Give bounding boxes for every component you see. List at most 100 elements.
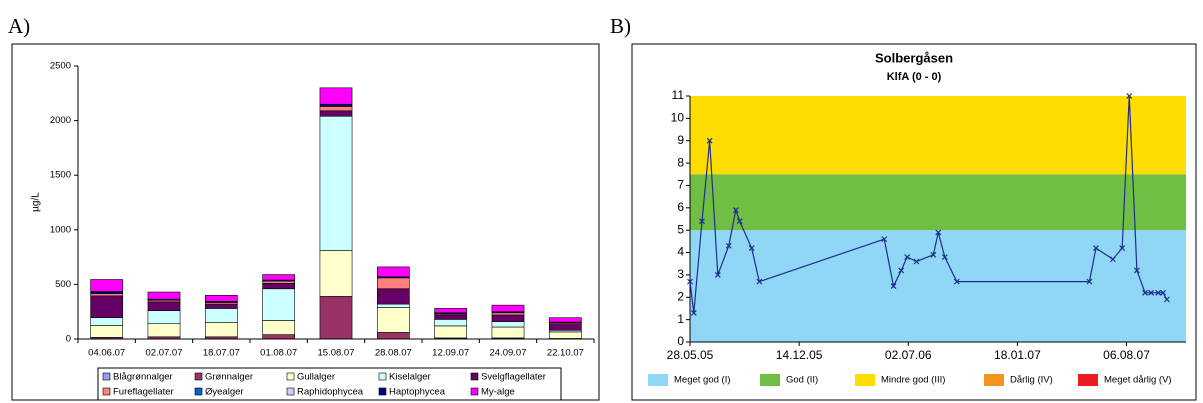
class-band: [690, 96, 1186, 175]
legend-swatch: [648, 374, 668, 386]
data-point: [935, 229, 942, 236]
bar-segment: [491, 321, 525, 328]
data-point: [930, 251, 937, 258]
x-tick-label: 14.12.05: [776, 348, 823, 362]
bar-segment: [376, 277, 410, 290]
legend-label: Dårlig (IV): [1010, 375, 1053, 386]
data-point: [1086, 278, 1093, 285]
bar-segment: [491, 314, 525, 322]
data-point: [732, 207, 739, 213]
panel-label: A): [8, 14, 30, 38]
y-tick-label: 2000: [50, 115, 71, 126]
legend-swatch: [102, 372, 111, 381]
legend-label: Gullalger: [297, 372, 335, 383]
bar-segment: [204, 303, 238, 309]
y-tick-label: 1500: [50, 170, 71, 181]
bar-segment: [147, 323, 181, 338]
y-tick-label: 1000: [50, 224, 71, 235]
y-tick-label: 1: [677, 312, 684, 326]
bar-segment: [376, 288, 410, 305]
legend-swatch: [760, 374, 780, 386]
x-tick-label: 02.07.06: [885, 348, 932, 362]
class-band: [690, 174, 1186, 231]
legend-label: Meget dårlig (V): [1104, 375, 1172, 386]
bar-segment: [434, 308, 468, 314]
y-tick-label: 11: [672, 88, 685, 102]
x-tick-label: 12.09.07: [432, 348, 469, 359]
legend-label: Kiselalger: [389, 372, 431, 383]
legend-swatch: [194, 372, 203, 381]
data-point: [687, 278, 693, 285]
bar-segment: [491, 312, 525, 316]
y-tick-label: 2500: [50, 61, 71, 72]
legend-frame: [97, 367, 562, 401]
data-point: [1133, 267, 1140, 274]
x-tick-label: 15.08.07: [318, 348, 355, 359]
data-point: [904, 254, 911, 260]
y-axis-label: µg/L: [31, 192, 42, 212]
bar-segment: [376, 266, 410, 278]
bar-segment: [204, 295, 238, 302]
y-tick-label: 7: [677, 178, 684, 192]
legend-swatch: [470, 387, 479, 396]
legend-swatch: [286, 372, 295, 381]
x-tick-label: 01.08.07: [260, 348, 297, 359]
y-tick-label: 0: [677, 334, 684, 348]
y-tick-label: 4: [677, 245, 684, 259]
legend-swatch: [1078, 374, 1098, 386]
bar-segment: [90, 293, 124, 297]
x-tick-label: 02.07.07: [146, 348, 183, 359]
y-tick-label: 3: [677, 267, 684, 281]
bar-segment: [90, 279, 124, 292]
bar-segment: [262, 280, 296, 284]
bar-segment: [90, 295, 124, 319]
panel-label: B): [610, 14, 631, 38]
data-point: [714, 271, 721, 278]
data-point: [706, 137, 713, 144]
data-point: [1148, 289, 1155, 296]
bar-segment: [434, 325, 468, 339]
data-point: [690, 310, 697, 316]
data-point: [1155, 289, 1162, 296]
bar-segment: [147, 291, 181, 300]
data-point: [881, 236, 888, 243]
data-point: [736, 218, 743, 225]
data-line: [689, 95, 1168, 313]
bar-segment: [376, 307, 410, 333]
legend-label: Raphidophycea: [297, 387, 364, 398]
class-band: [690, 230, 1186, 342]
legend-label: Øyealger: [205, 387, 244, 398]
data-point: [941, 254, 948, 260]
chart-frame: [11, 43, 600, 401]
bar-segment: [90, 291, 124, 294]
bar-segment: [434, 319, 468, 327]
bar-segment: [90, 325, 124, 338]
data-point: [1093, 245, 1099, 251]
data-point: [1160, 289, 1167, 296]
bar-segment: [204, 322, 238, 338]
bar-segment: [319, 296, 353, 340]
bar-segment: [319, 115, 353, 251]
legend-swatch: [470, 372, 479, 381]
y-tick-label: 6: [677, 200, 684, 214]
legend-label: Meget god (I): [674, 375, 731, 386]
x-tick-label: 18.01.07: [994, 348, 1041, 362]
legend-label: Mindre god (III): [881, 375, 945, 386]
legend-label: Grønnalger: [205, 372, 253, 383]
bar-segment: [319, 250, 353, 297]
bar-segment: [376, 332, 410, 340]
legend-swatch: [378, 387, 387, 396]
bar-segment: [491, 304, 525, 313]
chart-subtitle: KlfA (0 - 0): [887, 71, 942, 83]
data-point: [1109, 256, 1116, 263]
legend-label: Haptophycea: [389, 387, 446, 398]
bar-segment: [319, 87, 353, 105]
legend-label: Svelgflagellater: [481, 372, 546, 383]
legend-swatch: [102, 387, 111, 396]
x-tick-label: 18.07.07: [203, 348, 240, 359]
y-tick-label: 8: [677, 155, 684, 169]
y-tick-label: 0: [66, 334, 71, 345]
x-tick-label: 04.06.07: [88, 348, 125, 359]
bar-segment: [262, 334, 296, 340]
